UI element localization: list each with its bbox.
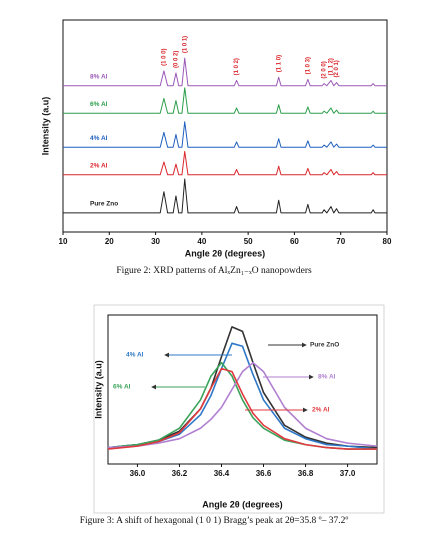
y-axis-label: Intensity (a.u) (93, 360, 103, 419)
y-axis-label: Intensity (a.u) (40, 97, 50, 156)
peak-label: (1 1 2) (329, 58, 335, 75)
series-line (63, 150, 387, 176)
x-tick-label: 36.0 (130, 469, 146, 478)
series-label: 8% Al (90, 73, 108, 80)
series-label: 6% Al (113, 384, 131, 391)
series-label: 4% Al (90, 135, 108, 142)
x-tick-label: 20 (105, 237, 114, 246)
x-tick-label: 40 (197, 237, 206, 246)
x-tick-label: 70 (336, 237, 345, 246)
peak-label: (1 0 2) (234, 58, 240, 75)
peak-label: (1 0 3) (305, 57, 311, 74)
x-axis-label: Angle 2θ (degrees) (185, 248, 265, 258)
x-axis-label: Angle 2θ (degrees) (202, 499, 282, 509)
series-line (107, 361, 377, 450)
series-label: 8% Al (318, 374, 336, 381)
peak-label: (1 0 0) (161, 49, 167, 66)
peak-label: (2 0 1) (334, 60, 340, 77)
x-tick-label: 36.6 (256, 469, 272, 478)
peak-label: (0 0 2) (174, 51, 180, 68)
x-tick-label: 36.8 (298, 469, 314, 478)
series-line (63, 57, 387, 87)
series-line (107, 342, 378, 450)
series-line (107, 367, 377, 450)
series-label: 6% Al (90, 101, 108, 108)
x-tick-label: 36.4 (214, 469, 230, 478)
figure-frame (93, 304, 385, 514)
peak-label: (1 1 0) (276, 55, 282, 72)
x-tick-label: 37.0 (340, 469, 356, 478)
series-label: 2% Al (90, 162, 108, 169)
series-line (63, 87, 387, 114)
x-tick-label: 50 (244, 237, 253, 246)
series-label: Pure ZnO (310, 342, 339, 349)
figure-caption: Figure 3: A shift of hexagonal (1 0 1) B… (80, 515, 349, 526)
x-tick-label: 60 (290, 237, 299, 246)
series-line (63, 178, 387, 214)
x-tick-label: 10 (59, 237, 68, 246)
figure-caption: Figure 2: XRD patterns of AlₓZn₁₋ₓO nano… (116, 265, 312, 276)
plot-frame (107, 314, 378, 465)
peak-label: (1 0 1) (182, 36, 188, 53)
series-label: 4% Al (126, 352, 144, 359)
plot-frame (62, 19, 388, 233)
series-label: 2% Al (312, 407, 330, 414)
peak-label: (2 0 0) (322, 61, 328, 78)
x-tick-label: 36.2 (172, 469, 188, 478)
x-tick-label: 30 (151, 237, 160, 246)
x-tick-label: 80 (383, 237, 392, 246)
series-line (107, 361, 378, 449)
series-line (63, 121, 387, 148)
series-label: Pure Zno (90, 201, 118, 208)
series-line (107, 326, 378, 449)
